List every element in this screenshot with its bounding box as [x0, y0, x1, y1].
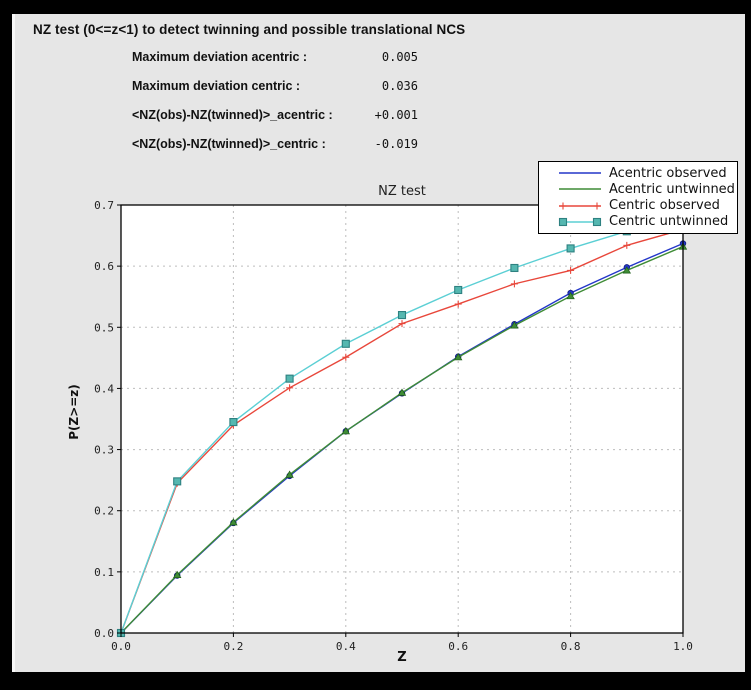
- marker-triangle: [510, 321, 519, 329]
- legend-row-acentric-untwinned: Acentric untwinned: [539, 182, 737, 197]
- marker-triangle: [397, 388, 407, 396]
- marker-triangle: [453, 353, 463, 361]
- stat-label: Maximum deviation centric :: [132, 79, 301, 93]
- marker-square: [229, 418, 238, 427]
- legend-label: Centric observed: [609, 198, 720, 214]
- legend-line-icon: [559, 188, 601, 191]
- marker-square: [341, 339, 350, 348]
- legend-line-icon: [558, 217, 602, 226]
- marker-square: [558, 217, 568, 226]
- marker-square: [592, 217, 602, 226]
- stat-label: <NZ(obs)-NZ(twinned)>_acentric :: [132, 108, 333, 122]
- y-axis-label: P(Z>=z): [67, 384, 81, 440]
- chart-title: NZ test: [378, 184, 426, 199]
- legend-label: Centric untwinned: [609, 214, 729, 230]
- y-tick-label: 0.0: [94, 627, 114, 640]
- marker-triangle: [622, 266, 632, 274]
- legend-line-icon: [559, 202, 601, 210]
- y-tick-label: 0.4: [94, 382, 114, 395]
- y-tick-label: 0.6: [94, 260, 114, 273]
- x-tick-label: 0.2: [223, 640, 243, 653]
- stat-row-nz-diff-centric: <NZ(obs)-NZ(twinned)>_centric : -0.019: [132, 137, 418, 166]
- stats-block: Maximum deviation acentric : 0.005 Maxim…: [132, 50, 418, 166]
- marker-square: [454, 285, 463, 295]
- x-tick-label: 0.8: [561, 640, 581, 653]
- stat-label: Maximum deviation acentric :: [132, 50, 308, 64]
- x-tick-label: 1.0: [673, 640, 693, 653]
- page-title: NZ test (0<=z<1) to detect twinning and …: [33, 22, 466, 37]
- x-tick-label: 0.6: [448, 640, 468, 653]
- y-tick-label: 0.1: [94, 566, 114, 579]
- nz-test-chart: 0.0 0.2 0.4 0.6 0.8 1.0 0.0 0.1 0.2 0.3 0.4 0.5 0.6 0…: [94, 199, 693, 653]
- y-tick-label: 0.5: [94, 321, 114, 334]
- legend-label: Acentric observed: [609, 165, 727, 181]
- marker-square: [397, 311, 407, 320]
- stat-label: <NZ(obs)-NZ(twinned)>_centric :: [132, 137, 326, 151]
- plot-background: [121, 205, 683, 633]
- stat-value: -0.019: [374, 137, 418, 151]
- x-tick-label: 0.0: [111, 640, 131, 653]
- marker-triangle: [229, 518, 238, 526]
- legend-row-centric-untwinned: Centric untwinned: [539, 214, 737, 229]
- stat-row-nz-diff-acentric: <NZ(obs)-NZ(twinned)>_acentric : +0.001: [132, 108, 418, 137]
- y-tick-label: 0.3: [94, 444, 114, 457]
- y-tick-label: 0.2: [94, 505, 114, 518]
- stat-row-max-dev-centric: Maximum deviation centric : 0.036: [132, 79, 418, 108]
- marker-square: [173, 477, 182, 486]
- legend-row-centric-observed: Centric observed: [539, 198, 737, 213]
- x-axis-label: Z: [397, 650, 407, 665]
- marker-triangle: [172, 570, 182, 578]
- stat-value: 0.036: [381, 79, 418, 93]
- stat-value: +0.001: [374, 108, 418, 122]
- marker-triangle: [341, 427, 351, 435]
- marker-square: [566, 244, 575, 253]
- y-tick-label: 0.7: [94, 199, 114, 212]
- series-acentric-untwinned: [116, 242, 688, 637]
- marker-square: [510, 263, 519, 273]
- marker-triangle: [285, 470, 294, 478]
- chart-legend: Acentric observed Acentric untwinned Centr…: [538, 161, 738, 234]
- marker-square: [285, 374, 294, 383]
- marker-triangle: [566, 291, 575, 300]
- legend-row-acentric-observed: Acentric observed: [539, 166, 737, 181]
- x-tick-label: 0.4: [336, 640, 356, 653]
- legend-label: Acentric untwinned: [609, 181, 735, 197]
- stat-value: 0.005: [381, 50, 418, 64]
- axes-frame: [120, 204, 684, 634]
- legend-line-icon: [559, 172, 601, 174]
- stat-row-max-dev-acentric: Maximum deviation acentric : 0.005: [132, 50, 418, 79]
